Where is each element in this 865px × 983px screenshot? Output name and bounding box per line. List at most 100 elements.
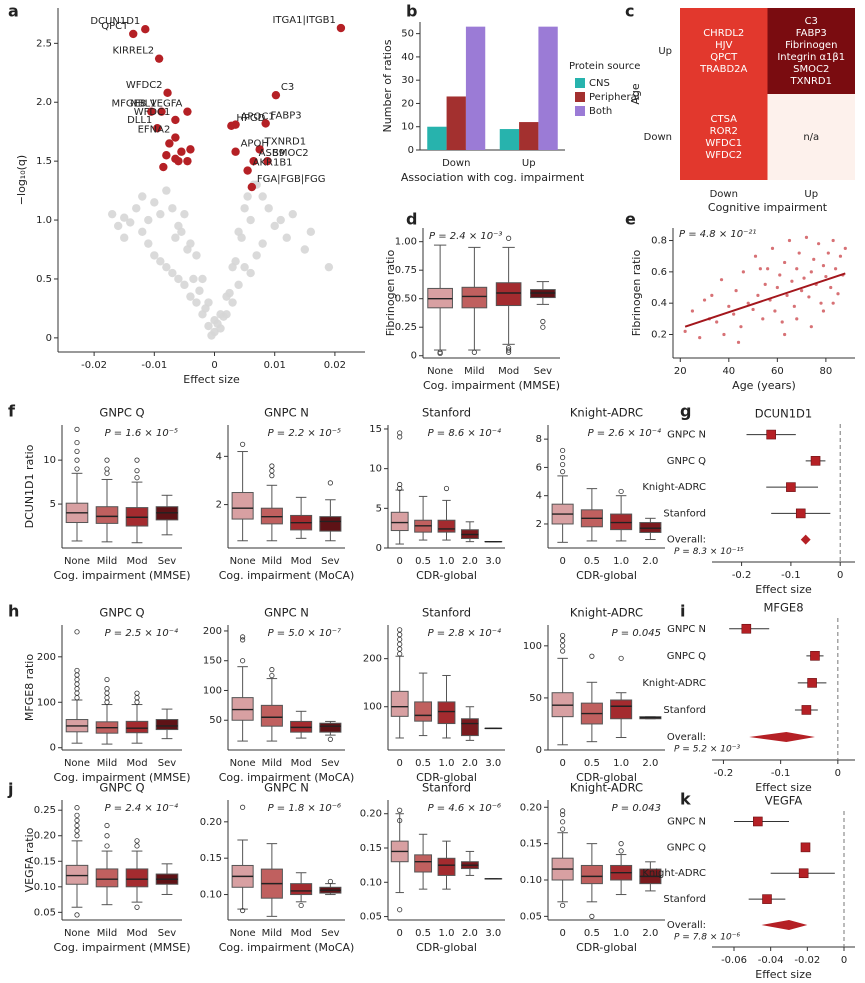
y-axis-title: VEGFA ratio	[23, 827, 36, 892]
x-tick-label: 1.0	[613, 758, 629, 769]
point	[195, 286, 204, 295]
y-tick-label: 100	[363, 702, 382, 713]
x-tick-label: 0	[397, 928, 403, 939]
y-tick-label: 0.05	[34, 907, 56, 918]
point	[162, 186, 171, 195]
point	[243, 192, 252, 201]
x-tick-label: 40	[722, 366, 735, 377]
x-axis-title: Cog. impairment (MMSE)	[423, 379, 560, 392]
x-tick-label: None	[64, 556, 90, 567]
point-label: HPGD	[236, 113, 265, 124]
p-value: P = 0.045	[612, 628, 661, 639]
outlier	[397, 646, 403, 652]
x-tick-label: 0	[397, 556, 403, 567]
x-tick-label: 3.0	[485, 758, 501, 769]
box	[460, 718, 479, 737]
y-tick-label: 0.05	[360, 912, 382, 923]
box	[639, 522, 662, 533]
point	[225, 288, 234, 298]
y-tick-label: 0.75	[395, 265, 417, 276]
x-tick-label: Mild	[262, 556, 283, 567]
x-tick-label: 2.0	[642, 928, 658, 939]
y-tick-label: 100	[37, 697, 56, 708]
highlight-point	[271, 90, 281, 100]
x-axis-title: Cognitive impairment	[708, 201, 828, 214]
outlier	[104, 686, 110, 692]
point	[228, 298, 237, 307]
point	[787, 238, 792, 243]
study-label: GNPC N	[667, 816, 706, 827]
x-axis-title: Cog. impairment (MoCA)	[219, 941, 355, 954]
cell-text: Fibrinogen	[785, 40, 837, 51]
y-tick-label: 0	[376, 543, 382, 554]
outlier	[104, 833, 110, 839]
outlier	[74, 681, 80, 687]
x-tick-label: Sev	[321, 556, 340, 567]
x-tick-label: Sev	[158, 758, 177, 769]
point	[264, 204, 273, 213]
y-tick-label: 50	[401, 29, 414, 40]
outlier	[134, 475, 140, 481]
legend-title: Protein source	[569, 61, 640, 72]
y-tick-label: 0	[408, 145, 414, 156]
estimate	[798, 868, 809, 879]
bar	[538, 26, 558, 151]
outlier	[134, 468, 140, 474]
x-tick-label: Mod	[126, 928, 147, 939]
point	[775, 285, 779, 290]
point-label: ITGA1|ITGB1	[272, 15, 335, 26]
highlight-point	[153, 123, 162, 133]
outlier	[397, 481, 403, 488]
cell-text: TRABD2A	[699, 64, 747, 75]
y-tick-label: 10	[401, 122, 414, 133]
highlight-point	[186, 145, 195, 154]
x-axis-title: Cog. impairment (MMSE)	[53, 771, 190, 784]
y-tick-label: 50	[209, 715, 222, 726]
point	[300, 245, 310, 254]
box	[390, 511, 409, 532]
x-tick-label: -0.1	[771, 768, 791, 779]
p-value: P = 8.6 × 10⁻⁴	[428, 427, 501, 439]
point	[719, 278, 724, 282]
overall-diamond	[800, 534, 811, 545]
highlight-point	[249, 156, 258, 166]
point	[177, 227, 186, 237]
overall-diamond	[761, 920, 808, 930]
study-label: Stanford	[663, 705, 706, 716]
x-tick-label: 1.0	[439, 758, 455, 769]
outlier	[618, 655, 624, 661]
outlier	[397, 627, 403, 633]
overall-diamond	[749, 732, 815, 742]
y-tick-label: 0.15	[520, 839, 542, 850]
outlier	[506, 349, 512, 355]
outlier	[437, 350, 443, 357]
x-tick-label: 0	[397, 758, 403, 769]
x-axis-title: Cog. impairment (MMSE)	[53, 569, 190, 582]
y-tick-label: 0.6	[651, 267, 667, 278]
outlier	[560, 643, 566, 649]
point-label: AKR1B1	[253, 158, 293, 169]
panel-letter: k	[680, 790, 691, 809]
point	[843, 246, 847, 250]
x-tick-label: -0.02	[81, 360, 107, 371]
overall-label: Overall:	[667, 920, 706, 931]
p-value: P = 2.4 × 10⁻³	[429, 231, 502, 242]
box	[155, 719, 179, 731]
outlier	[74, 822, 80, 829]
overall-label: Overall:	[667, 732, 706, 743]
x-tick-label: 0.5	[415, 758, 431, 769]
panel-title: GNPC N	[264, 406, 309, 420]
y-tick-label: 0.15	[200, 853, 222, 864]
p-value: P = 4.8 × 10⁻²¹	[679, 229, 756, 240]
outlier	[74, 812, 80, 818]
point	[270, 221, 279, 231]
outlier	[589, 653, 595, 659]
y-tick-label: 5	[50, 499, 56, 510]
outlier	[74, 439, 80, 446]
panel-title: GNPC Q	[99, 606, 144, 620]
outlier	[104, 843, 110, 849]
y-tick-label: 2	[216, 500, 222, 511]
outlier	[560, 811, 566, 818]
outlier	[397, 636, 403, 643]
outlier	[560, 638, 566, 644]
